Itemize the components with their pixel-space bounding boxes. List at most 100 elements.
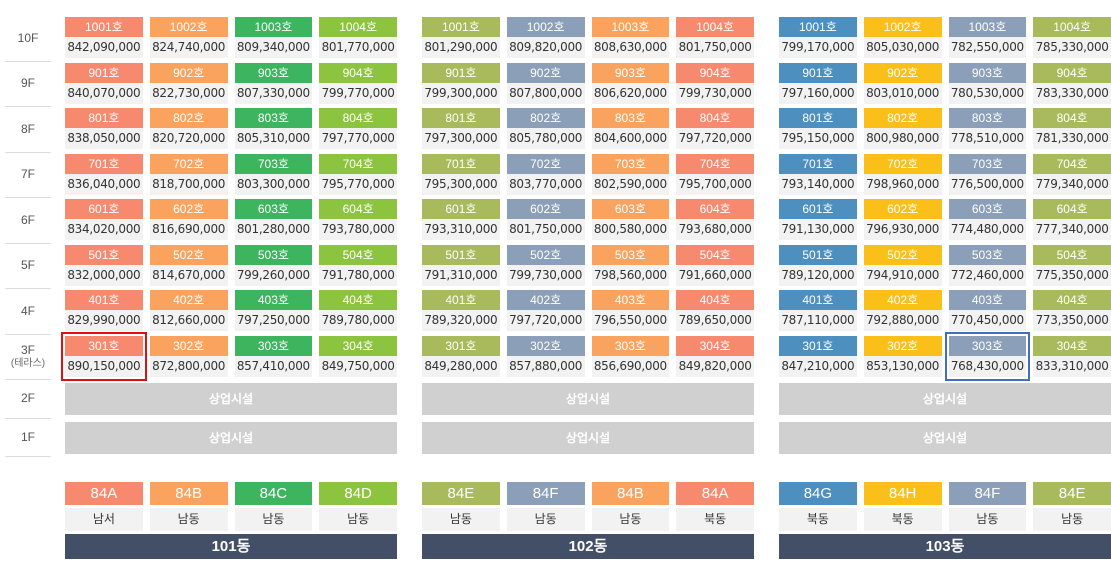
- unit-cell[interactable]: 803호 805,310,000: [234, 108, 313, 149]
- unit-cell[interactable]: 504호 791,660,000: [676, 244, 754, 286]
- unit-cell[interactable]: 804호 797,770,000: [319, 108, 397, 149]
- unit-cell[interactable]: 701호 793,140,000: [779, 153, 857, 195]
- unit-cell[interactable]: 303호 768,430,000: [944, 331, 1030, 381]
- unit-type: 84F: [948, 482, 1027, 505]
- unit-cell[interactable]: 503호 772,460,000: [948, 244, 1027, 286]
- unit-cell[interactable]: 402호 792,880,000: [863, 290, 942, 331]
- unit-cell[interactable]: 501호 791,310,000: [422, 244, 500, 286]
- unit-cell[interactable]: 803호 804,600,000: [591, 108, 670, 149]
- unit-cell[interactable]: 503호 799,260,000: [234, 244, 313, 286]
- unit-cell[interactable]: 1002호 809,820,000: [506, 17, 585, 58]
- unit-cell[interactable]: 801호 795,150,000: [779, 108, 857, 149]
- unit-cell[interactable]: 702호 798,960,000: [863, 153, 942, 195]
- unit-cell[interactable]: 801호 797,300,000: [422, 108, 500, 149]
- unit-cell[interactable]: 404호 789,650,000: [676, 290, 754, 331]
- unit-cell[interactable]: 901호 799,300,000: [422, 62, 500, 104]
- unit-cell[interactable]: 303호 856,690,000: [591, 335, 670, 377]
- unit-cell[interactable]: 502호 814,670,000: [149, 244, 228, 286]
- unit-cell[interactable]: 904호 783,330,000: [1033, 62, 1111, 104]
- unit-cell[interactable]: 502호 794,910,000: [863, 244, 942, 286]
- unit-cell[interactable]: 804호 781,330,000: [1033, 108, 1111, 149]
- unit-cell[interactable]: 604호 777,340,000: [1033, 199, 1111, 240]
- unit-cell[interactable]: 702호 818,700,000: [149, 153, 228, 195]
- unit-cell[interactable]: 304호 833,310,000: [1033, 335, 1111, 377]
- unit-cell[interactable]: 503호 798,560,000: [591, 244, 670, 286]
- unit-number: 1003호: [234, 17, 313, 37]
- unit-cell[interactable]: 403호 797,250,000: [234, 290, 313, 331]
- unit-cell[interactable]: 602호 801,750,000: [506, 199, 585, 240]
- unit-cell[interactable]: 504호 791,780,000: [319, 244, 397, 286]
- unit-cell[interactable]: 302호 872,800,000: [149, 335, 228, 377]
- unit-cell[interactable]: 1002호 805,030,000: [863, 17, 942, 58]
- unit-cell[interactable]: 403호 770,450,000: [948, 290, 1027, 331]
- unit-cell[interactable]: 404호 789,780,000: [319, 290, 397, 331]
- unit-cell[interactable]: 501호 789,120,000: [779, 244, 857, 286]
- unit-cell[interactable]: 501호 832,000,000: [65, 244, 143, 286]
- unit-cell[interactable]: 304호 849,820,000: [676, 335, 754, 377]
- unit-cell[interactable]: 401호 829,990,000: [65, 290, 143, 331]
- unit-cell[interactable]: 903호 806,620,000: [591, 62, 670, 104]
- unit-cell[interactable]: 1004호 785,330,000: [1033, 17, 1111, 58]
- unit-cell[interactable]: 1003호 782,550,000: [948, 17, 1027, 58]
- unit-cell[interactable]: 401호 789,320,000: [422, 290, 500, 331]
- unit-price: 787,110,000: [779, 310, 857, 331]
- unit-cell[interactable]: 502호 799,730,000: [506, 244, 585, 286]
- unit-cell[interactable]: 601호 793,310,000: [422, 199, 500, 240]
- unit-cell[interactable]: 603호 800,580,000: [591, 199, 670, 240]
- unit-cell[interactable]: 903호 780,530,000: [948, 62, 1027, 104]
- unit-cell[interactable]: 701호 795,300,000: [422, 153, 500, 195]
- unit-cell[interactable]: 1001호 801,290,000: [422, 17, 500, 58]
- unit-cell[interactable]: 803호 778,510,000: [948, 108, 1027, 149]
- unit-cell[interactable]: 301호 849,280,000: [422, 335, 500, 377]
- unit-cell[interactable]: 304호 849,750,000: [319, 335, 397, 377]
- unit-cell[interactable]: 804호 797,720,000: [676, 108, 754, 149]
- unit-cell[interactable]: 602호 816,690,000: [149, 199, 228, 240]
- unit-cell[interactable]: 1004호 801,750,000: [676, 17, 754, 58]
- unit-cell[interactable]: 604호 793,680,000: [676, 199, 754, 240]
- unit-cell[interactable]: 802호 820,720,000: [149, 108, 228, 149]
- unit-cell[interactable]: 704호 795,700,000: [676, 153, 754, 195]
- unit-cell[interactable]: 703호 776,500,000: [948, 153, 1027, 195]
- unit-cell[interactable]: 904호 799,770,000: [319, 62, 397, 104]
- unit-cell[interactable]: 403호 796,550,000: [591, 290, 670, 331]
- unit-cell[interactable]: 402호 797,720,000: [506, 290, 585, 331]
- unit-cell[interactable]: 601호 834,020,000: [65, 199, 143, 240]
- unit-cell[interactable]: 801호 838,050,000: [65, 108, 143, 149]
- unit-cell[interactable]: 1002호 824,740,000: [149, 17, 228, 58]
- unit-number: 702호: [149, 153, 228, 174]
- unit-cell[interactable]: 604호 793,780,000: [319, 199, 397, 240]
- unit-cell[interactable]: 603호 774,480,000: [948, 199, 1027, 240]
- unit-cell[interactable]: 301호 847,210,000: [779, 335, 857, 377]
- unit-cell[interactable]: 904호 799,730,000: [676, 62, 754, 104]
- unit-cell[interactable]: 402호 812,660,000: [149, 290, 228, 331]
- unit-cell[interactable]: 704호 779,340,000: [1033, 153, 1111, 195]
- unit-cell[interactable]: 401호 787,110,000: [779, 290, 857, 331]
- unit-cell[interactable]: 504호 775,350,000: [1033, 244, 1111, 286]
- unit-cell[interactable]: 302호 857,880,000: [506, 335, 585, 377]
- unit-cell[interactable]: 901호 797,160,000: [779, 62, 857, 104]
- unit-cell[interactable]: 301호 890,150,000: [61, 331, 147, 381]
- unit-cell[interactable]: 404호 773,350,000: [1033, 290, 1111, 331]
- unit-cell[interactable]: 302호 853,130,000: [863, 335, 942, 377]
- unit-cell[interactable]: 1003호 808,630,000: [591, 17, 670, 58]
- unit-cell[interactable]: 702호 803,770,000: [506, 153, 585, 195]
- unit-cell[interactable]: 902호 822,730,000: [149, 62, 228, 104]
- unit-cell[interactable]: 601호 791,130,000: [779, 199, 857, 240]
- unit-cell[interactable]: 1001호 799,170,000: [779, 17, 857, 58]
- unit-cell[interactable]: 1004호 801,770,000: [319, 17, 397, 58]
- unit-cell[interactable]: 802호 805,780,000: [506, 108, 585, 149]
- unit-cell[interactable]: 802호 800,980,000: [863, 108, 942, 149]
- unit-cell[interactable]: 902호 803,010,000: [863, 62, 942, 104]
- unit-cell[interactable]: 603호 801,280,000: [234, 199, 313, 240]
- unit-cell[interactable]: 903호 807,330,000: [234, 62, 313, 104]
- unit-cell[interactable]: 1001호 842,090,000: [65, 17, 143, 58]
- unit-cell[interactable]: 701호 836,040,000: [65, 153, 143, 195]
- unit-cell[interactable]: 303호 857,410,000: [234, 335, 313, 377]
- unit-cell[interactable]: 703호 802,590,000: [591, 153, 670, 195]
- unit-cell[interactable]: 902호 807,800,000: [506, 62, 585, 104]
- unit-cell[interactable]: 704호 795,770,000: [319, 153, 397, 195]
- unit-cell[interactable]: 901호 840,070,000: [65, 62, 143, 104]
- unit-cell[interactable]: 703호 803,300,000: [234, 153, 313, 195]
- unit-cell[interactable]: 602호 796,930,000: [863, 199, 942, 240]
- unit-cell[interactable]: 1003호 809,340,000: [234, 17, 313, 58]
